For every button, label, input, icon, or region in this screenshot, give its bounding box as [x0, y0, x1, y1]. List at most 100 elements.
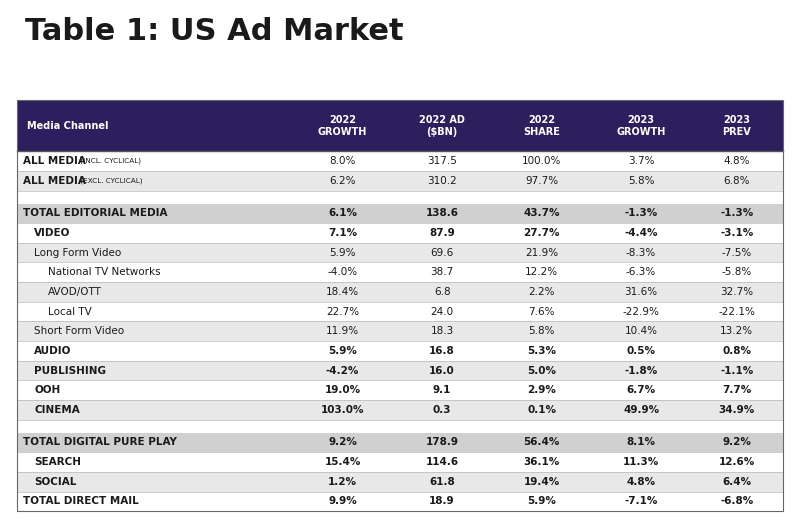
- Text: 16.8: 16.8: [430, 346, 455, 356]
- Bar: [18, 433, 782, 452]
- Text: 2.9%: 2.9%: [527, 385, 556, 395]
- Text: 56.4%: 56.4%: [523, 437, 560, 448]
- Text: 6.4%: 6.4%: [722, 477, 751, 487]
- Text: 0.8%: 0.8%: [722, 346, 751, 356]
- Text: -7.1%: -7.1%: [624, 496, 658, 506]
- Text: 32.7%: 32.7%: [720, 287, 754, 297]
- Text: OOH: OOH: [34, 385, 61, 395]
- Bar: [18, 243, 782, 263]
- Text: 3.7%: 3.7%: [628, 156, 654, 166]
- Text: 4.8%: 4.8%: [626, 477, 656, 487]
- Text: -6.8%: -6.8%: [720, 496, 754, 506]
- Text: Media Channel: Media Channel: [27, 121, 109, 131]
- Text: 6.7%: 6.7%: [626, 385, 656, 395]
- Text: 34.9%: 34.9%: [718, 405, 755, 415]
- Text: Table 1: US Ad Market: Table 1: US Ad Market: [26, 17, 404, 46]
- Bar: [18, 492, 782, 511]
- Bar: [18, 419, 782, 433]
- Text: 15.4%: 15.4%: [325, 457, 361, 467]
- Text: PUBLISHING: PUBLISHING: [34, 366, 106, 376]
- Text: Long Form Video: Long Form Video: [34, 247, 122, 258]
- Text: 5.3%: 5.3%: [527, 346, 556, 356]
- Text: CINEMA: CINEMA: [34, 405, 80, 415]
- Text: 9.2%: 9.2%: [328, 437, 357, 448]
- Text: 178.9: 178.9: [426, 437, 458, 448]
- Text: 31.6%: 31.6%: [625, 287, 658, 297]
- Text: 8.1%: 8.1%: [626, 437, 655, 448]
- Text: TOTAL EDITORIAL MEDIA: TOTAL EDITORIAL MEDIA: [23, 208, 168, 218]
- Text: 100.0%: 100.0%: [522, 156, 562, 166]
- Text: 2022
GROWTH: 2022 GROWTH: [318, 115, 367, 137]
- Text: 5.9%: 5.9%: [328, 346, 357, 356]
- Text: -3.1%: -3.1%: [720, 228, 754, 238]
- Text: 9.9%: 9.9%: [328, 496, 357, 506]
- Text: 2023
PREV: 2023 PREV: [722, 115, 751, 137]
- Text: -7.5%: -7.5%: [722, 247, 752, 258]
- Text: 103.0%: 103.0%: [321, 405, 364, 415]
- Bar: [18, 190, 782, 203]
- Text: -4.0%: -4.0%: [327, 267, 358, 277]
- Bar: [18, 203, 782, 223]
- Text: 9.2%: 9.2%: [722, 437, 751, 448]
- Text: 1.2%: 1.2%: [328, 477, 357, 487]
- Text: 13.2%: 13.2%: [720, 326, 754, 336]
- Text: 6.2%: 6.2%: [330, 176, 356, 186]
- Text: 19.4%: 19.4%: [523, 477, 560, 487]
- Text: 12.2%: 12.2%: [525, 267, 558, 277]
- Text: -1.1%: -1.1%: [720, 366, 754, 376]
- Text: -6.3%: -6.3%: [626, 267, 656, 277]
- Text: 69.6: 69.6: [430, 247, 454, 258]
- Text: 12.6%: 12.6%: [718, 457, 755, 467]
- Text: -22.1%: -22.1%: [718, 306, 755, 316]
- Text: ALL MEDIA: ALL MEDIA: [23, 176, 86, 186]
- Bar: [18, 472, 782, 492]
- Bar: [18, 302, 782, 322]
- Text: 6.1%: 6.1%: [328, 208, 357, 218]
- Text: 22.7%: 22.7%: [326, 306, 359, 316]
- Text: -4.4%: -4.4%: [624, 228, 658, 238]
- Text: 0.1%: 0.1%: [527, 405, 556, 415]
- Text: 38.7: 38.7: [430, 267, 454, 277]
- Text: 2022
SHARE: 2022 SHARE: [523, 115, 560, 137]
- Text: 7.6%: 7.6%: [528, 306, 555, 316]
- Text: 114.6: 114.6: [426, 457, 458, 467]
- Bar: [18, 380, 782, 400]
- Text: 6.8%: 6.8%: [723, 176, 750, 186]
- Text: 49.9%: 49.9%: [623, 405, 659, 415]
- Text: Short Form Video: Short Form Video: [34, 326, 124, 336]
- Text: -1.8%: -1.8%: [625, 366, 658, 376]
- Text: 2023
GROWTH: 2023 GROWTH: [616, 115, 666, 137]
- Text: 97.7%: 97.7%: [525, 176, 558, 186]
- Text: 61.8: 61.8: [430, 477, 455, 487]
- Text: 310.2: 310.2: [427, 176, 457, 186]
- Text: 18.4%: 18.4%: [326, 287, 359, 297]
- Text: National TV Networks: National TV Networks: [48, 267, 161, 277]
- Text: 7.7%: 7.7%: [722, 385, 751, 395]
- Text: 2022 AD
($BN): 2022 AD ($BN): [419, 115, 465, 137]
- Text: -1.3%: -1.3%: [720, 208, 754, 218]
- Text: 18.3: 18.3: [430, 326, 454, 336]
- Text: 18.9: 18.9: [430, 496, 455, 506]
- Text: 5.9%: 5.9%: [330, 247, 356, 258]
- Text: 27.7%: 27.7%: [523, 228, 560, 238]
- Text: 43.7%: 43.7%: [523, 208, 560, 218]
- Text: 9.1: 9.1: [433, 385, 451, 395]
- Text: (EXCL. CYCLICAL): (EXCL. CYCLICAL): [78, 177, 142, 184]
- Text: 5.8%: 5.8%: [628, 176, 654, 186]
- Text: -1.3%: -1.3%: [625, 208, 658, 218]
- Bar: [18, 100, 782, 511]
- Text: 5.9%: 5.9%: [527, 496, 556, 506]
- Text: 11.3%: 11.3%: [623, 457, 659, 467]
- Text: 5.8%: 5.8%: [528, 326, 555, 336]
- Text: SEARCH: SEARCH: [34, 457, 81, 467]
- Bar: [18, 171, 782, 190]
- Bar: [18, 282, 782, 302]
- Text: AVOD/OTT: AVOD/OTT: [48, 287, 102, 297]
- Bar: [18, 100, 782, 151]
- Text: TOTAL DIRECT MAIL: TOTAL DIRECT MAIL: [23, 496, 139, 506]
- Text: 0.3: 0.3: [433, 405, 451, 415]
- Bar: [18, 341, 782, 361]
- Text: SOCIAL: SOCIAL: [34, 477, 77, 487]
- Text: 2.2%: 2.2%: [528, 287, 555, 297]
- Text: -4.2%: -4.2%: [326, 366, 359, 376]
